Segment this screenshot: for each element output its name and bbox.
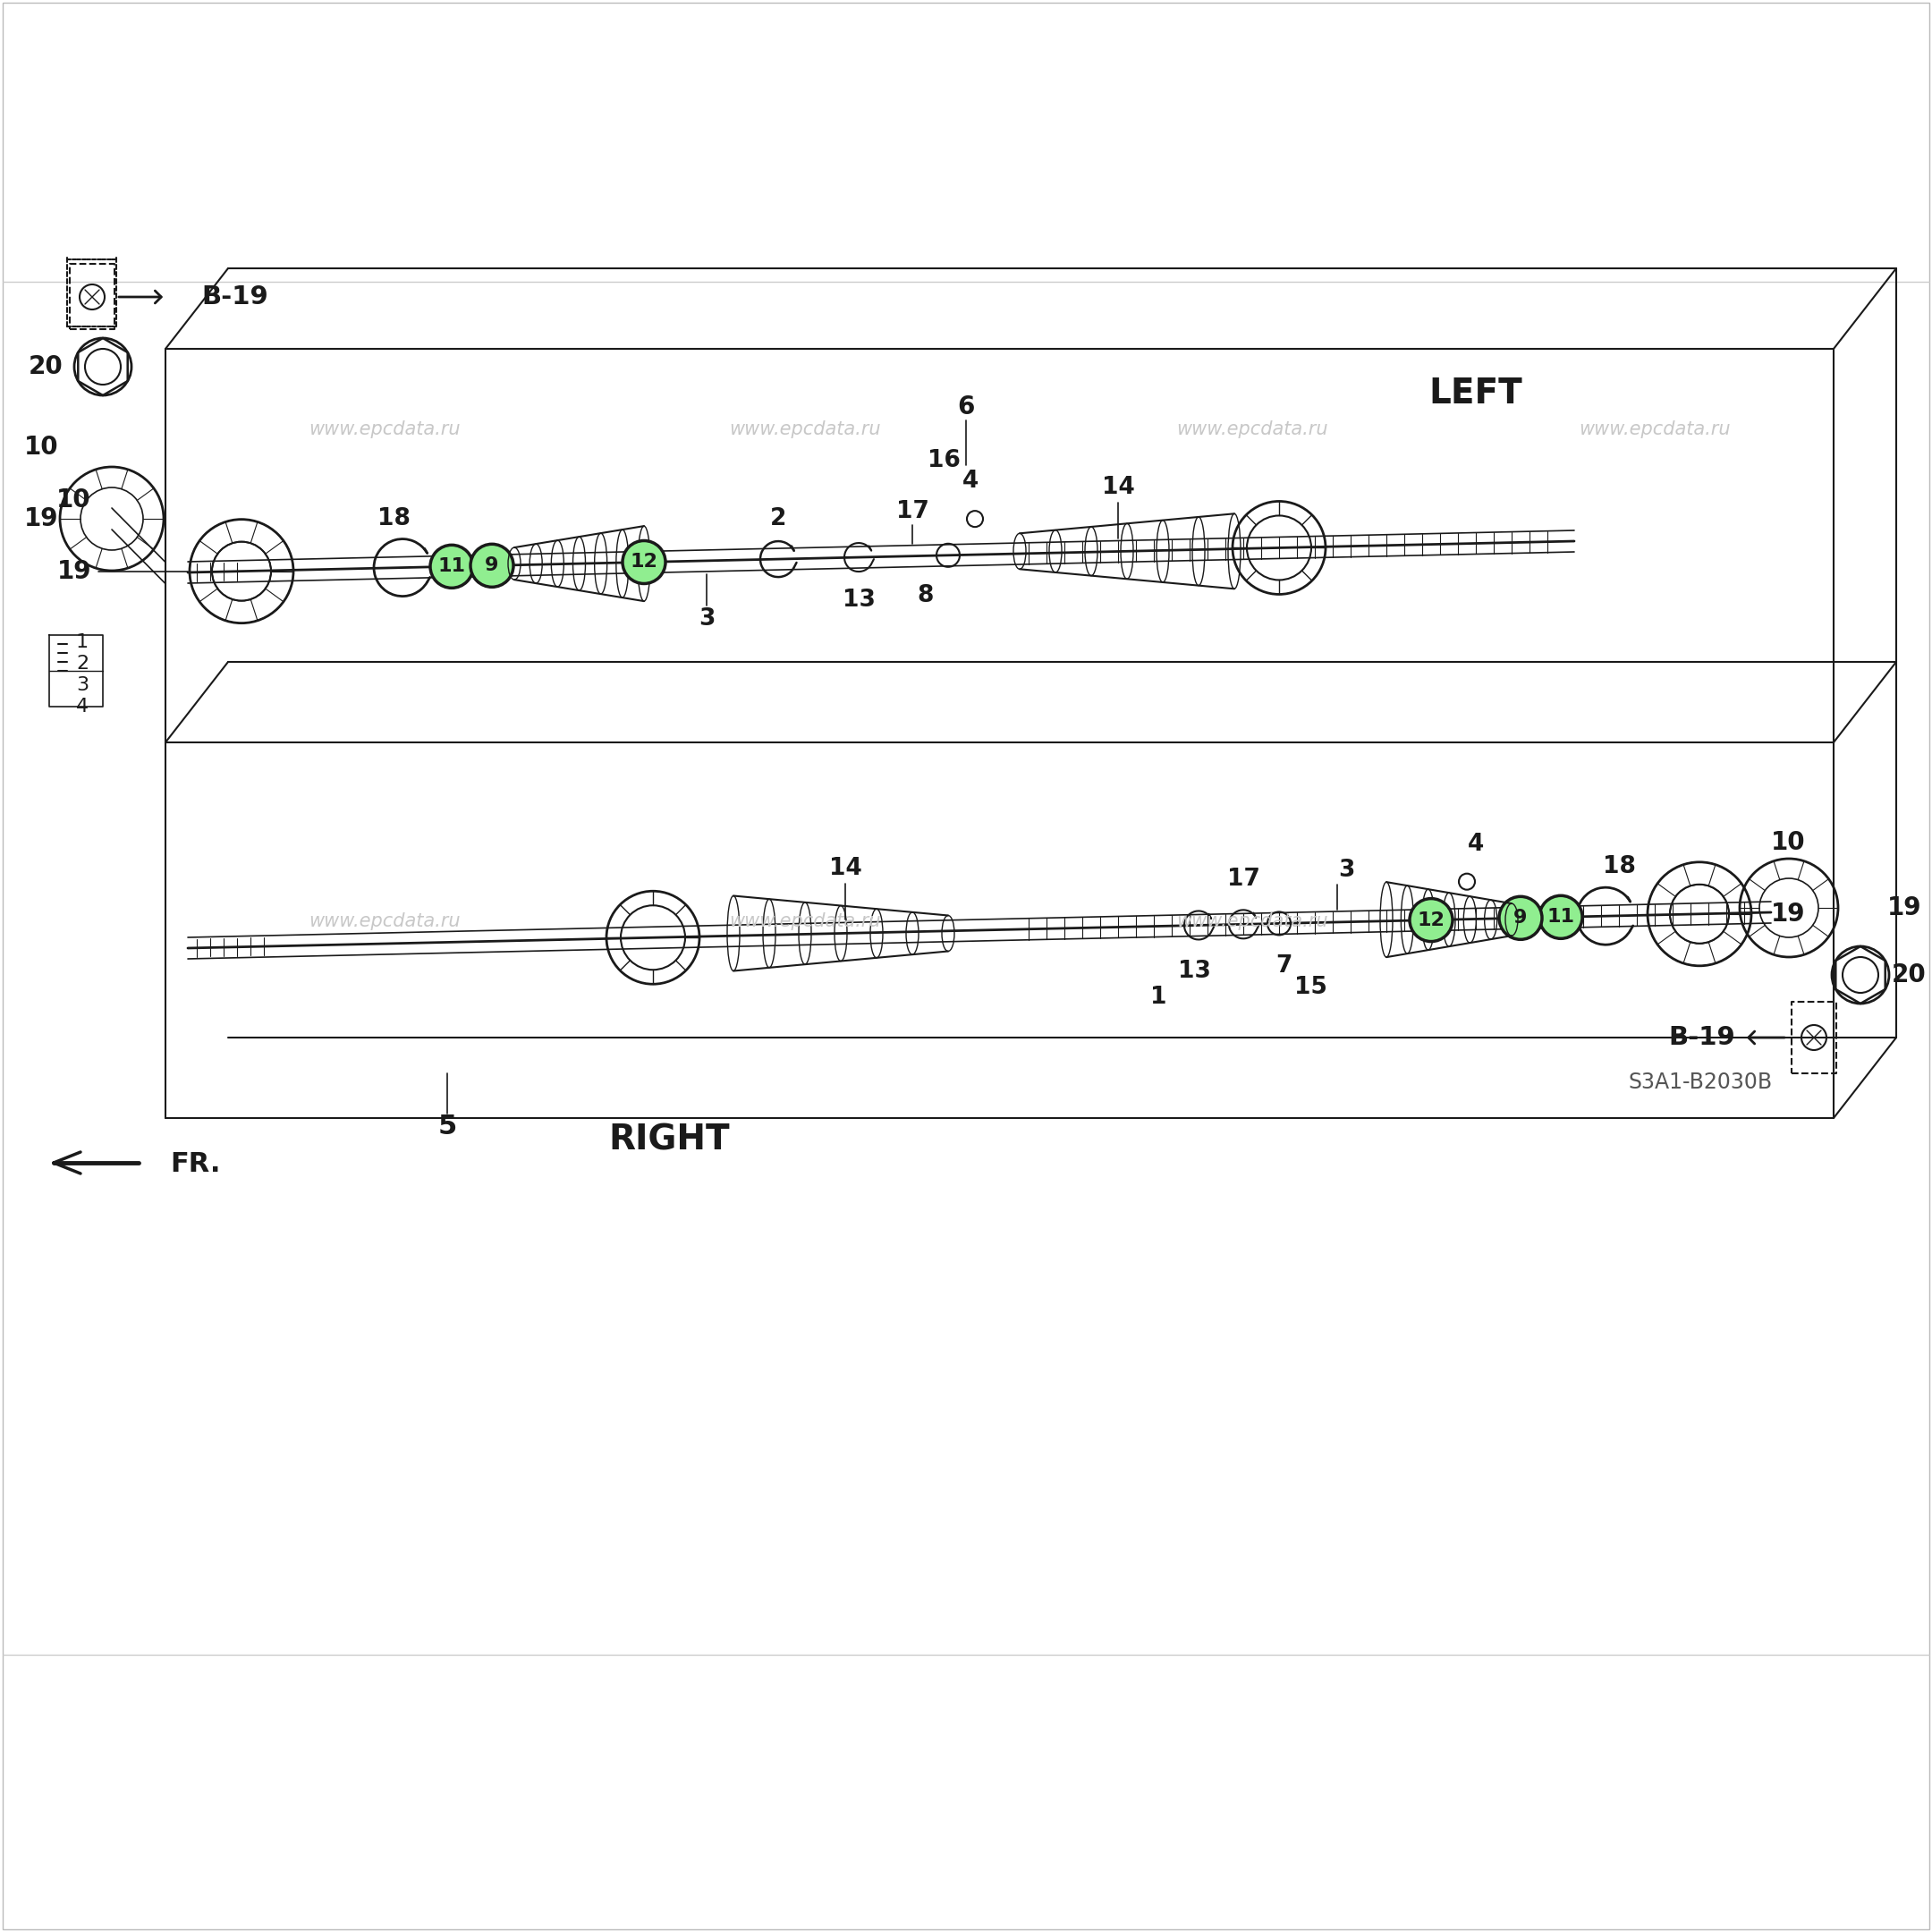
- Text: www.epcdata.ru: www.epcdata.ru: [1578, 421, 1731, 439]
- Text: 19: 19: [1888, 895, 1922, 920]
- Text: www.epcdata.ru: www.epcdata.ru: [1177, 912, 1327, 929]
- Text: 19: 19: [56, 558, 91, 583]
- Text: www.epcdata.ru: www.epcdata.ru: [309, 912, 460, 929]
- Text: 3: 3: [697, 607, 715, 630]
- Text: 20: 20: [1891, 962, 1926, 987]
- Text: RIGHT: RIGHT: [609, 1122, 730, 1157]
- Circle shape: [1540, 896, 1582, 939]
- Text: 12: 12: [1418, 912, 1445, 929]
- Text: 7: 7: [1275, 954, 1293, 978]
- Text: 12: 12: [630, 553, 657, 572]
- Text: 4: 4: [962, 469, 980, 493]
- Text: 4: 4: [75, 697, 89, 715]
- Text: 13: 13: [842, 589, 875, 612]
- Text: 2: 2: [75, 655, 89, 672]
- Text: 20: 20: [27, 354, 62, 379]
- Text: 9: 9: [1513, 910, 1528, 927]
- Circle shape: [1410, 898, 1453, 941]
- Text: 11: 11: [1548, 908, 1575, 925]
- Text: B-19: B-19: [1669, 1026, 1735, 1051]
- Text: 10: 10: [56, 487, 91, 512]
- Text: www.epcdata.ru: www.epcdata.ru: [309, 421, 460, 439]
- Text: FR.: FR.: [170, 1151, 220, 1177]
- Circle shape: [622, 541, 665, 583]
- Text: 8: 8: [918, 583, 933, 607]
- Text: 1: 1: [75, 634, 89, 651]
- Text: www.epcdata.ru: www.epcdata.ru: [728, 421, 881, 439]
- Text: 17: 17: [896, 500, 929, 524]
- Circle shape: [471, 545, 514, 587]
- Text: 3: 3: [1339, 858, 1354, 881]
- Text: www.epcdata.ru: www.epcdata.ru: [728, 912, 881, 929]
- Text: 19: 19: [1772, 902, 1804, 927]
- Circle shape: [431, 545, 473, 587]
- Text: 18: 18: [1602, 856, 1634, 879]
- Text: 4: 4: [1468, 833, 1484, 856]
- Text: 3: 3: [75, 676, 89, 694]
- Text: 19: 19: [23, 506, 58, 531]
- Text: 11: 11: [439, 558, 466, 576]
- Text: S3A1-B2030B: S3A1-B2030B: [1629, 1072, 1772, 1094]
- Text: 13: 13: [1179, 960, 1211, 983]
- Text: www.epcdata.ru: www.epcdata.ru: [1177, 421, 1327, 439]
- Text: 17: 17: [1227, 867, 1260, 891]
- Text: 14: 14: [1101, 475, 1134, 498]
- Text: LEFT: LEFT: [1430, 377, 1522, 412]
- Text: 16: 16: [927, 448, 960, 473]
- Text: 10: 10: [1772, 831, 1806, 856]
- Text: 18: 18: [377, 506, 410, 529]
- Circle shape: [1499, 896, 1542, 939]
- Text: 5: 5: [439, 1115, 456, 1140]
- Text: 15: 15: [1294, 976, 1327, 999]
- Text: 14: 14: [829, 858, 862, 881]
- Text: 1: 1: [1150, 985, 1167, 1009]
- Text: 6: 6: [958, 394, 974, 419]
- Text: 10: 10: [23, 435, 58, 460]
- Text: 9: 9: [485, 556, 498, 574]
- Text: B-19: B-19: [201, 284, 269, 309]
- Text: 2: 2: [771, 508, 786, 531]
